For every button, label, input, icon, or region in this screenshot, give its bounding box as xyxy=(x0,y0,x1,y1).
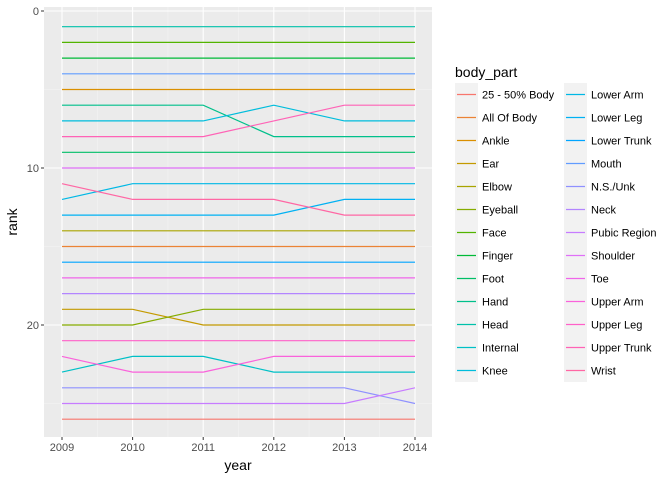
x-axis: 2009 2010 2011 2012 2013 2014 xyxy=(50,437,427,454)
series-line-9 xyxy=(62,104,415,138)
series-line-22 xyxy=(61,355,415,373)
legend-label: Pubic Region xyxy=(591,228,656,240)
legend-label: Wrist xyxy=(591,366,616,378)
legend-label: Upper Arm xyxy=(591,297,644,309)
y-axis-title: rank xyxy=(4,207,20,235)
legend-label: Lower Trunk xyxy=(591,136,652,148)
x-tick-label: 2013 xyxy=(332,442,356,454)
legend-label: Toe xyxy=(591,274,609,286)
legend-label: Upper Trunk xyxy=(591,343,652,355)
series-line-5 xyxy=(62,308,415,326)
plot-panel xyxy=(44,7,432,437)
legend-label: Mouth xyxy=(591,159,622,171)
legend-label: Face xyxy=(482,228,506,240)
series-line-25 xyxy=(61,183,415,216)
legend-label: Lower Leg xyxy=(591,113,642,125)
x-tick-label: 2009 xyxy=(50,442,74,454)
y-axis: 0 10 20 xyxy=(27,6,44,332)
legend-label: All Of Body xyxy=(482,113,538,125)
series-line-24 xyxy=(62,104,415,138)
x-tick-label: 2014 xyxy=(403,442,427,454)
x-tick-label: 2011 xyxy=(191,442,215,454)
series-line-13 xyxy=(61,183,415,200)
legend-label: Foot xyxy=(482,274,504,286)
legend-label: Finger xyxy=(482,251,514,263)
legend-label: Hand xyxy=(482,297,508,309)
series-lines xyxy=(61,26,416,420)
legend-items: 25 - 50% Body All Of Body Ankle Ear Elbow Eye… xyxy=(455,83,656,382)
legend-label: Shoulder xyxy=(591,251,635,263)
y-tick-label: 20 xyxy=(27,320,39,332)
legend-label: Internal xyxy=(482,343,519,355)
legend-label: Lower Arm xyxy=(591,90,644,102)
legend-label: N.S./Unk xyxy=(591,182,636,194)
series-line-14 xyxy=(62,198,415,216)
legend-title: body_part xyxy=(455,64,517,80)
legend-label: Elbow xyxy=(482,182,512,194)
series-line-12 xyxy=(62,104,415,122)
series-line-17 xyxy=(62,387,416,405)
legend-label: Ankle xyxy=(482,136,510,148)
legend: body_part 25 - 50% Body All Of Body Ankle E… xyxy=(455,64,656,382)
legend-label: 25 - 50% Body xyxy=(482,90,555,102)
legend-label: Knee xyxy=(482,366,508,378)
legend-label: Upper Leg xyxy=(591,320,642,332)
series-line-3 xyxy=(62,308,415,326)
x-tick-label: 2012 xyxy=(262,442,286,454)
x-tick-label: 2010 xyxy=(120,442,144,454)
legend-label: Neck xyxy=(591,205,617,217)
y-tick-label: 0 xyxy=(33,6,39,18)
y-tick-label: 10 xyxy=(27,163,39,175)
x-axis-title: year xyxy=(224,457,252,473)
legend-label: Head xyxy=(482,320,508,332)
legend-label: Ear xyxy=(482,159,499,171)
series-line-19 xyxy=(62,387,416,405)
legend-label: Eyeball xyxy=(482,205,518,217)
